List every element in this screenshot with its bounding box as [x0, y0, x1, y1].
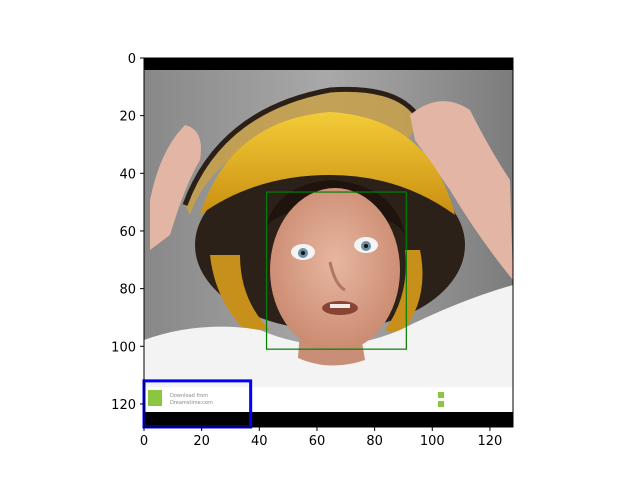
x-tick-label: 100 [420, 434, 445, 449]
x-axis-ticks: 0 20 40 60 80 100 120 [140, 427, 502, 449]
y-tick-label: 80 [119, 283, 136, 298]
y-tick-label: 40 [119, 167, 136, 182]
y-tick-label: 20 [119, 110, 136, 125]
banner-line-1: Download from [170, 393, 208, 399]
x-tick-label: 20 [193, 434, 210, 449]
y-tick-label: 120 [111, 398, 136, 413]
face-box [265, 191, 407, 350]
x-tick-label: 40 [251, 434, 268, 449]
y-tick-label: 0 [128, 52, 136, 67]
y-tick-label: 100 [111, 340, 136, 355]
x-tick-label: 0 [140, 434, 148, 449]
x-tick-label: 60 [309, 434, 326, 449]
photo-child-fire-helmet: Download from Dreamstime.com [144, 58, 513, 427]
x-tick-label: 80 [366, 434, 383, 449]
axes-frame [143, 57, 514, 428]
banner-line-2: Dreamstime.com [170, 400, 213, 406]
y-tick-label: 60 [119, 225, 136, 240]
y-axis-ticks: 0 20 40 60 80 100 120 [111, 52, 144, 413]
x-tick-label: 120 [478, 434, 503, 449]
